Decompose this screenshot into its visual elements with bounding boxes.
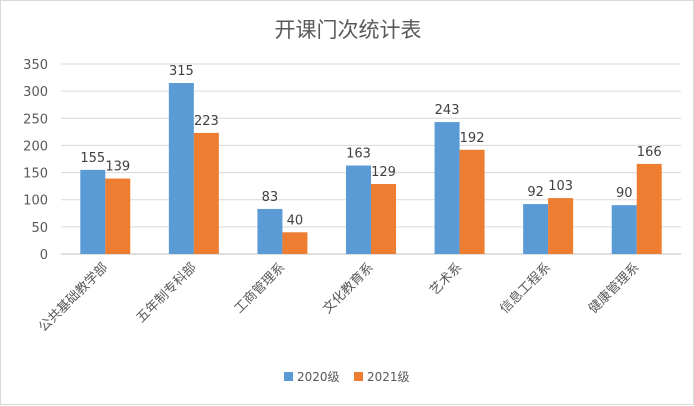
data-label: 166 [637, 145, 662, 160]
bar [636, 163, 662, 254]
x-tick-label: 工商管理系 [232, 260, 289, 317]
bar [434, 122, 460, 254]
y-tick-label: 100 [23, 194, 48, 209]
data-label: 129 [371, 165, 396, 180]
bar [459, 149, 485, 254]
y-tick-label: 300 [23, 85, 48, 100]
y-tick-label: 150 [23, 167, 48, 182]
data-label: 40 [287, 213, 304, 228]
legend-swatch [284, 372, 293, 381]
y-axis: 0 50 100 150 200 250 300 350 [23, 58, 48, 263]
bar [611, 205, 637, 254]
data-label: 192 [460, 131, 485, 146]
x-tick-label: 健康管理系 [585, 260, 642, 317]
bar [346, 165, 371, 254]
data-label: 103 [548, 179, 573, 194]
bar [282, 232, 308, 254]
data-label: 223 [194, 114, 219, 129]
data-label: 92 [527, 185, 544, 200]
y-tick-label: 350 [23, 58, 48, 73]
data-label: 83 [262, 190, 279, 205]
data-label: 90 [616, 186, 633, 201]
bar [371, 183, 396, 254]
x-tick-label: 艺术系 [427, 260, 465, 298]
data-label: 243 [435, 103, 460, 118]
x-axis: 公共基础教学部 五年制专科部 工商管理系 文化教育系 艺术系 信息工程系 健康管理系 [35, 260, 642, 336]
y-tick-label: 0 [40, 248, 48, 263]
y-tick-label: 200 [23, 139, 48, 154]
data-label: 163 [346, 147, 371, 162]
legend-label: 2020级 [297, 370, 340, 384]
legend-label: 2021级 [367, 370, 410, 384]
x-tick-label: 文化教育系 [320, 260, 377, 317]
bar [105, 178, 131, 254]
chart-title: 开课门次统计表 [275, 18, 422, 42]
bar [257, 208, 283, 254]
x-tick-label: 五年制专科部 [134, 260, 200, 326]
bar [168, 83, 194, 254]
data-label: 155 [80, 151, 105, 166]
bar [548, 198, 574, 254]
x-tick-label: 信息工程系 [497, 260, 554, 317]
data-label: 139 [105, 160, 130, 175]
bar [523, 204, 549, 254]
legend: 2020级 2021级 [284, 370, 410, 384]
x-tick-label: 公共基础教学部 [35, 260, 111, 336]
y-tick-label: 50 [31, 221, 48, 236]
bar [193, 132, 219, 254]
y-tick-label: 250 [23, 112, 48, 127]
legend-swatch [354, 372, 363, 381]
bar [80, 169, 106, 254]
data-label: 315 [169, 64, 194, 79]
